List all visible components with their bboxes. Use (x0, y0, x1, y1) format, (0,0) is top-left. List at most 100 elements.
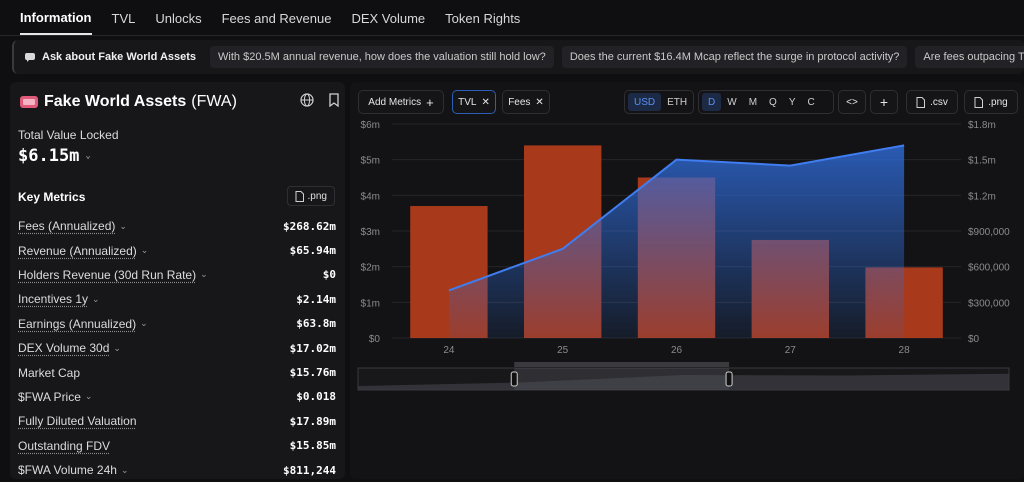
metrics-png-button[interactable]: .png (287, 186, 335, 206)
period-w[interactable]: W (721, 93, 742, 111)
period-q[interactable]: Q (763, 93, 783, 111)
chevron-down-icon[interactable]: ⌄ (121, 465, 129, 476)
metric-name: DEX Volume 30d⌄ (18, 341, 121, 355)
metric-row[interactable]: $FWA Price⌄ $0.018 (18, 385, 336, 409)
chevron-down-icon: ⌄ (85, 151, 90, 161)
metric-value: $0 (323, 268, 336, 281)
chart-toolbar: Add Metrics + TVL ✕ Fees ✕ USD ETH D W M… (358, 90, 1018, 114)
period-c[interactable]: C (801, 93, 820, 111)
metric-value: $0.018 (296, 390, 336, 403)
tab-tvl[interactable]: TVL (112, 3, 136, 34)
filter-chip-tvl[interactable]: TVL ✕ (452, 90, 496, 114)
metric-label: Fees (Annualized) (18, 219, 115, 233)
currency-eth[interactable]: ETH (661, 93, 693, 111)
tvl-amount: $6.15m (18, 146, 79, 166)
chevron-down-icon[interactable]: ⌄ (140, 318, 148, 329)
range-scrollbar[interactable] (514, 362, 729, 367)
png-button[interactable]: .png (964, 90, 1018, 114)
tab-fees-and-revenue[interactable]: Fees and Revenue (222, 3, 332, 34)
metric-value: $2.14m (296, 293, 336, 306)
chevron-down-icon[interactable]: ⌄ (85, 391, 93, 402)
y-left-tick-label: $3m (361, 227, 380, 238)
chevron-down-icon[interactable]: ⌄ (200, 269, 208, 280)
tvl-label: Total Value Locked (18, 128, 119, 142)
globe-icon[interactable] (300, 93, 314, 107)
suggestion-chip-3[interactable]: Are fees outpacing TVL growth sugg (915, 46, 1024, 68)
tvl-value[interactable]: $6.15m ⌄ (18, 146, 91, 166)
protocol-name: Fake World Assets (44, 93, 186, 111)
metric-name: Incentives 1y⌄ (18, 292, 100, 306)
protocol-ticker: (FWA) (191, 93, 237, 111)
period-toggle: D W M Q Y C (698, 90, 834, 114)
add-chart-button[interactable]: + (870, 90, 898, 114)
info-panel: Fake World Assets (FWA) Total Value Lock… (10, 82, 345, 479)
metric-label: Outstanding FDV (18, 439, 110, 453)
suggestion-chip-1[interactable]: With $20.5M annual revenue, how does the… (210, 46, 554, 68)
y-left-tick-label: $6m (361, 120, 380, 131)
y-right-tick-label: $0 (968, 334, 980, 345)
range-window[interactable] (514, 368, 729, 390)
metric-value: $17.89m (290, 415, 336, 428)
metric-row[interactable]: Earnings (Annualized)⌄$63.8m (18, 312, 336, 336)
range-handle[interactable] (511, 372, 517, 386)
metric-row[interactable]: Revenue (Annualized)⌄$65.94m (18, 238, 336, 262)
range-handle[interactable] (726, 372, 732, 386)
metric-row: Market Cap$15.76m (18, 360, 336, 384)
csv-label: .csv (930, 97, 948, 108)
ask-label-text: Ask about Fake World Assets (42, 51, 196, 63)
bookmark-icon[interactable] (328, 93, 340, 107)
nav-divider (0, 35, 1024, 36)
tab-token-rights[interactable]: Token Rights (445, 3, 520, 34)
tab-information[interactable]: Information (20, 2, 92, 35)
period-y[interactable]: Y (783, 93, 802, 111)
metric-row[interactable]: Fees (Annualized) ⌄ $268.62m (18, 214, 336, 238)
metric-row[interactable]: $FWA Volume 24h⌄$811,244 (18, 458, 336, 482)
close-icon[interactable]: ✕ (481, 97, 489, 108)
embed-button[interactable]: <> (838, 90, 866, 114)
tab-dex-volume[interactable]: DEX Volume (351, 3, 425, 34)
protocol-logo (20, 95, 38, 109)
metric-name: Revenue (Annualized)⌄ (18, 244, 148, 258)
ask-bar: Ask about Fake World Assets With $20.5M … (12, 40, 1024, 74)
fees-tvl-chart[interactable]: $0$1m$2m$3m$4m$5m$6m $0$300,000$600,000$… (350, 118, 1024, 438)
metric-row: Outstanding FDV $15.85m (18, 434, 336, 458)
metric-value: $268.62m (283, 220, 336, 233)
y-right-tick-label: $600,000 (968, 263, 1010, 274)
chevron-down-icon[interactable]: ⌄ (141, 245, 149, 256)
y-left-tick-label: $4m (361, 191, 380, 202)
plus-icon: + (426, 95, 434, 110)
metric-row: Fully Diluted Valuation $17.89m (18, 409, 336, 433)
suggestion-chip-2[interactable]: Does the current $16.4M Mcap reflect the… (562, 46, 908, 68)
metric-name: $FWA Price⌄ (18, 390, 92, 404)
metric-value: $17.02m (290, 342, 336, 355)
x-tick-label: 24 (443, 345, 455, 356)
metric-row[interactable]: Holders Revenue (30d Run Rate) ⌄ $0 (18, 263, 336, 287)
top-nav: Information TVL Unlocks Fees and Revenue DEX… (0, 0, 1024, 36)
filter-chip-fees[interactable]: Fees ✕ (502, 90, 550, 114)
x-tick-label: 28 (899, 345, 911, 356)
ask-label[interactable]: Ask about Fake World Assets (24, 51, 196, 63)
metric-label: Fully Diluted Valuation (18, 414, 137, 428)
currency-toggle: USD ETH (624, 90, 694, 114)
y-left-tick-label: $5m (361, 156, 380, 167)
file-icon (916, 97, 925, 108)
add-metrics-button[interactable]: Add Metrics + (358, 90, 444, 114)
y-right-tick-label: $1.8m (968, 120, 996, 131)
metric-row[interactable]: Incentives 1y⌄ $2.14m (18, 287, 336, 311)
y-right-tick-label: $300,000 (968, 298, 1010, 309)
currency-usd[interactable]: USD (628, 93, 661, 111)
csv-button[interactable]: .csv (906, 90, 958, 114)
metric-row[interactable]: DEX Volume 30d⌄ $17.02m (18, 336, 336, 360)
tab-unlocks[interactable]: Unlocks (155, 3, 201, 34)
metric-value: $15.85m (290, 439, 336, 452)
chevron-down-icon[interactable]: ⌄ (113, 343, 121, 354)
period-d[interactable]: D (702, 93, 721, 111)
plus-icon: + (880, 94, 888, 110)
period-m[interactable]: M (743, 93, 763, 111)
y-right-tick-label: $1.5m (968, 156, 996, 167)
chevron-down-icon[interactable]: ⌄ (119, 221, 127, 232)
chevron-down-icon[interactable]: ⌄ (92, 294, 100, 305)
metric-label: Holders Revenue (30d Run Rate) (18, 268, 196, 282)
metric-label: Earnings (Annualized) (18, 317, 136, 331)
close-icon[interactable]: ✕ (535, 97, 543, 108)
